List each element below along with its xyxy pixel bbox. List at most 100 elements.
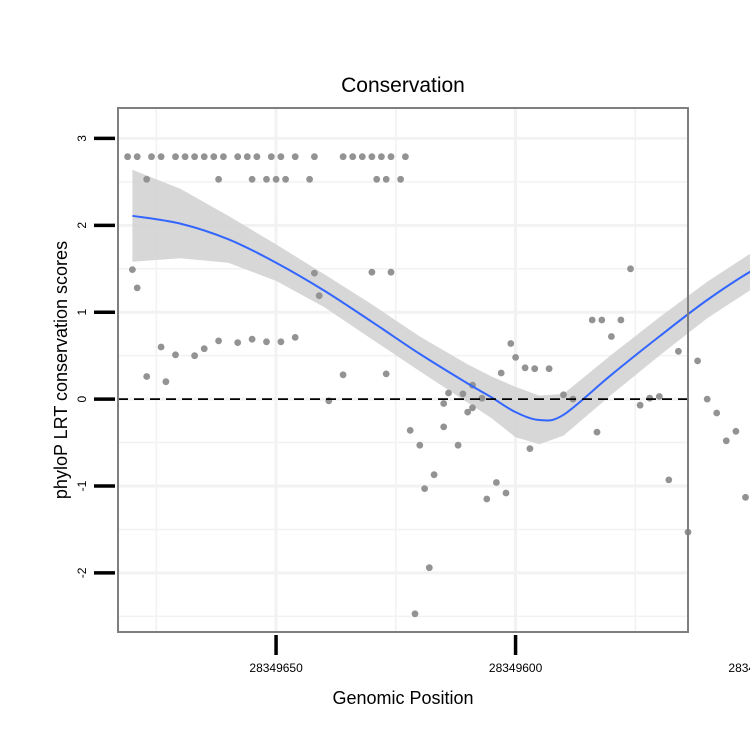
- data-point: [248, 335, 256, 343]
- data-point: [382, 370, 390, 378]
- x-tick-label: 28349650: [249, 661, 303, 675]
- data-point: [588, 316, 596, 324]
- data-point: [291, 153, 299, 161]
- data-point: [272, 175, 280, 183]
- data-point: [368, 153, 376, 161]
- data-point: [617, 316, 625, 324]
- data-point: [263, 338, 270, 346]
- data-point: [181, 153, 189, 161]
- x-axis-label: Genomic Position: [332, 688, 473, 708]
- data-point: [406, 427, 414, 434]
- data-point: [210, 153, 218, 161]
- data-point: [200, 153, 208, 161]
- data-point: [655, 393, 663, 400]
- data-point: [478, 394, 486, 402]
- y-tick-label: -1: [75, 480, 89, 491]
- data-point: [402, 153, 409, 161]
- data-point: [593, 428, 601, 436]
- data-point: [306, 175, 313, 183]
- data-point: [253, 153, 261, 161]
- y-tick-label: 2: [75, 222, 89, 229]
- data-point: [493, 479, 500, 486]
- data-point: [200, 345, 208, 353]
- data-point: [358, 153, 366, 161]
- smooth-fit-line: [132, 214, 750, 422]
- y-tick-label: 0: [75, 395, 89, 402]
- data-point: [215, 337, 223, 345]
- data-point: [148, 153, 155, 161]
- data-point: [521, 364, 529, 372]
- data-point: [191, 352, 199, 360]
- data-point: [560, 391, 567, 399]
- data-point: [234, 153, 242, 161]
- data-point: [143, 373, 151, 380]
- data-point: [378, 153, 385, 161]
- data-point: [545, 365, 553, 373]
- data-point: [349, 153, 357, 161]
- y-tick-label: 3: [75, 135, 89, 142]
- data-point: [267, 153, 275, 161]
- data-point: [665, 476, 673, 484]
- data-point: [636, 401, 644, 409]
- data-point: [143, 175, 151, 183]
- data-point: [722, 437, 730, 445]
- data-point: [368, 268, 376, 276]
- data-point: [339, 371, 347, 379]
- data-point: [469, 404, 476, 412]
- data-point: [162, 378, 170, 386]
- chart-title: Conservation: [341, 74, 465, 97]
- data-point: [459, 390, 467, 398]
- data-point: [315, 292, 323, 300]
- data-point: [133, 284, 141, 292]
- data-point: [531, 365, 539, 373]
- data-point: [220, 153, 227, 161]
- y-tick-label: 1: [75, 309, 89, 316]
- y-tick-label: -2: [75, 567, 89, 578]
- data-point: [282, 175, 289, 183]
- data-point: [483, 495, 491, 503]
- data-point: [291, 334, 299, 341]
- data-point: [387, 268, 395, 276]
- data-point: [430, 471, 438, 479]
- data-point: [382, 175, 390, 183]
- data-point: [416, 441, 424, 449]
- data-point: [215, 175, 223, 183]
- data-point: [157, 153, 165, 161]
- data-point: [742, 493, 749, 501]
- data-point: [248, 175, 256, 183]
- y-axis-label: phyloP LRT conservation scores: [51, 241, 71, 499]
- data-point: [373, 175, 381, 183]
- data-point: [608, 333, 615, 340]
- data-point: [445, 389, 452, 397]
- data-point: [732, 427, 740, 435]
- confidence-ribbon: [132, 169, 750, 445]
- data-point: [421, 485, 428, 492]
- data-point: [526, 445, 534, 452]
- data-point: [507, 340, 515, 347]
- data-point: [263, 175, 270, 183]
- data-point: [311, 269, 318, 277]
- data-point: [129, 266, 136, 273]
- data-point: [277, 153, 285, 161]
- data-point: [440, 400, 448, 407]
- data-point: [311, 153, 318, 161]
- data-point: [694, 357, 701, 365]
- data-point: [598, 316, 606, 324]
- x-tick-label: 28349550: [728, 661, 750, 675]
- data-point: [124, 153, 131, 161]
- data-point: [502, 489, 510, 497]
- data-point: [172, 351, 179, 359]
- data-point: [464, 408, 472, 416]
- data-point: [703, 395, 711, 403]
- data-point: [243, 153, 251, 161]
- data-point: [646, 394, 654, 402]
- data-point: [425, 564, 433, 572]
- data-point: [713, 409, 721, 417]
- data-point: [172, 153, 179, 161]
- plot-frame: [117, 107, 689, 633]
- data-point: [339, 153, 347, 161]
- data-point: [440, 423, 448, 431]
- data-point: [497, 369, 505, 377]
